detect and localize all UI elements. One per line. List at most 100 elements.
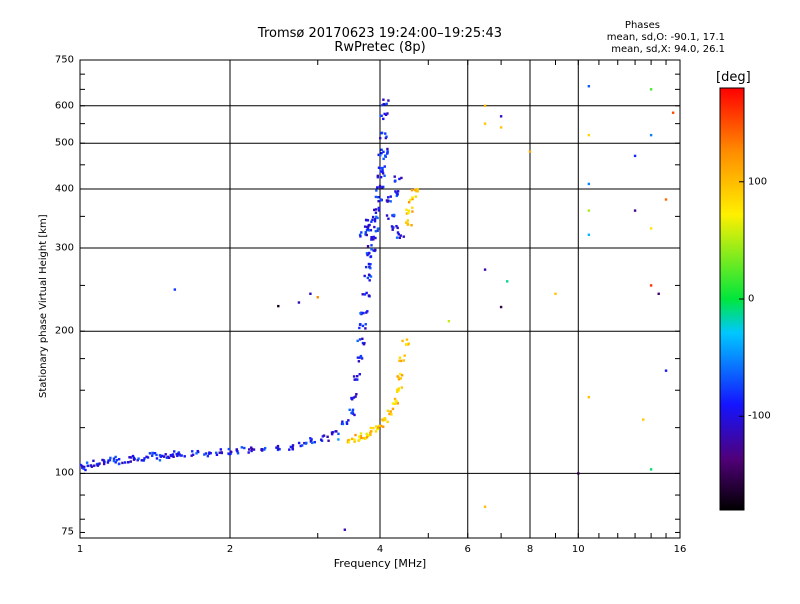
data-point: [365, 233, 368, 237]
data-point: [173, 450, 176, 453]
data-point: [361, 293, 364, 296]
data-point: [353, 413, 356, 417]
data-point: [358, 435, 361, 438]
data-point: [326, 435, 329, 438]
data-point: [106, 461, 110, 464]
data-point: [335, 430, 338, 433]
data-point: [310, 438, 313, 441]
data-point: [377, 209, 381, 212]
data-point: [151, 451, 154, 455]
data-point: [375, 215, 378, 219]
data-point: [391, 402, 395, 405]
data-point: [367, 262, 371, 266]
data-point: [236, 452, 240, 455]
data-point: [353, 438, 356, 441]
data-point: [365, 252, 369, 255]
data-point: [360, 231, 363, 234]
data-point: [330, 431, 334, 434]
data-point: [158, 459, 162, 462]
data-point: [385, 152, 389, 155]
data-point: [411, 210, 414, 213]
data-point: [277, 447, 280, 451]
data-point: [118, 462, 121, 465]
data-point: [416, 190, 419, 193]
data-point: [364, 327, 367, 330]
data-point: [368, 223, 371, 227]
data-point: [162, 455, 166, 458]
data-point: [396, 190, 400, 193]
data-point: [396, 231, 400, 234]
data-point: [132, 456, 135, 459]
data-point: [404, 221, 408, 224]
data-point: [121, 461, 124, 465]
data-point: [483, 104, 487, 107]
x-tick-label: 16: [673, 544, 687, 555]
x-tick-label: 1: [76, 544, 84, 555]
data-point: [377, 427, 380, 430]
data-point: [381, 166, 384, 170]
data-point: [376, 427, 379, 431]
data-point: [377, 207, 380, 210]
data-point: [180, 454, 183, 457]
data-point: [396, 390, 399, 393]
data-point: [356, 378, 359, 381]
data-point: [372, 249, 375, 252]
data-point: [128, 456, 131, 459]
data-point: [170, 454, 173, 458]
data-point: [145, 455, 148, 458]
data-point: [354, 378, 358, 381]
data-point: [250, 449, 253, 453]
data-point: [383, 418, 387, 422]
data-point: [313, 440, 316, 444]
data-point: [341, 420, 344, 423]
data-point: [359, 322, 362, 326]
data-point: [183, 455, 186, 458]
data-point: [230, 450, 233, 454]
data-point: [394, 190, 397, 193]
data-point: [372, 426, 375, 430]
data-point: [587, 395, 591, 399]
data-point: [392, 213, 396, 217]
data-point: [131, 454, 135, 458]
data-point: [381, 169, 384, 172]
data-point: [362, 436, 365, 440]
data-point: [401, 339, 404, 343]
data-point: [310, 441, 314, 445]
data-point: [366, 225, 370, 228]
data-point: [587, 85, 591, 88]
data-point: [358, 326, 361, 330]
data-point: [395, 236, 399, 239]
data-point: [370, 244, 373, 247]
data-point: [587, 233, 591, 236]
data-point: [85, 461, 89, 464]
data-point: [664, 198, 668, 201]
data-point: [377, 195, 380, 199]
data-point: [376, 227, 380, 230]
data-point: [406, 223, 410, 226]
data-point: [366, 276, 370, 280]
data-point: [362, 343, 366, 346]
data-point: [395, 194, 398, 198]
data-point: [370, 220, 373, 223]
data-point: [353, 440, 356, 443]
data-point: [93, 464, 96, 467]
data-point: [175, 452, 178, 456]
data-point: [123, 461, 127, 464]
data-point: [347, 419, 350, 422]
data-point: [341, 422, 345, 426]
data-point: [364, 323, 367, 326]
data-point: [345, 422, 349, 425]
data-point: [297, 441, 301, 445]
data-point: [384, 154, 387, 157]
data-point: [416, 188, 419, 191]
data-point: [89, 464, 93, 467]
y-tick-label: 100: [54, 467, 74, 479]
data-point: [383, 165, 386, 168]
data-point: [384, 113, 388, 117]
data-point: [389, 200, 392, 203]
data-point: [402, 235, 405, 238]
data-point: [291, 446, 294, 449]
colorbar-tick-label: 0: [748, 293, 755, 305]
data-point: [393, 397, 397, 401]
